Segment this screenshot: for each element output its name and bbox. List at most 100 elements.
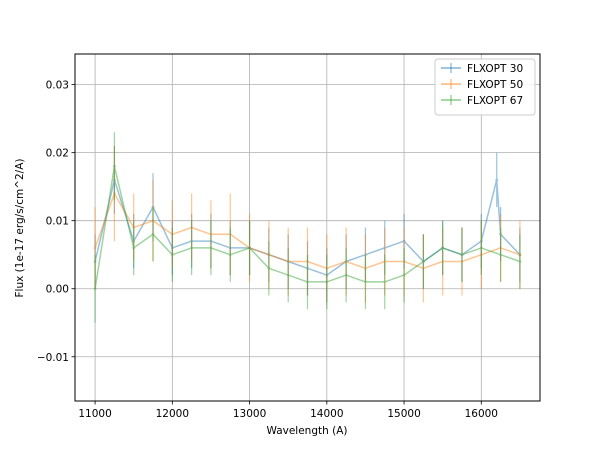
legend-item: FLXOPT 50 — [441, 79, 523, 91]
data-point — [441, 246, 445, 250]
data-point — [209, 239, 213, 243]
series-layer — [93, 132, 522, 323]
y-tick-label: 0.02 — [46, 148, 69, 160]
data-point — [93, 260, 97, 263]
data-point — [286, 273, 290, 277]
data-point — [460, 253, 464, 257]
data-point — [209, 246, 213, 250]
data-point — [460, 260, 464, 263]
data-point — [499, 253, 503, 257]
data-point — [421, 260, 425, 263]
data-point — [190, 246, 194, 250]
data-point — [132, 246, 136, 250]
data-point — [93, 287, 97, 291]
data-point — [248, 246, 251, 250]
data-point — [170, 232, 174, 236]
series-line — [94, 165, 521, 289]
series-line — [94, 192, 521, 270]
legend-label: FLXOPT 67 — [467, 95, 523, 107]
data-point — [151, 232, 155, 236]
data-point — [325, 273, 329, 277]
x-tick-label: 16000 — [465, 408, 498, 420]
legend-label: FLXOPT 30 — [467, 63, 523, 75]
data-point — [93, 246, 97, 250]
data-point — [441, 260, 445, 263]
y-tick-label: 0.01 — [46, 216, 69, 228]
data-point — [190, 239, 194, 243]
data-point — [383, 280, 387, 284]
y-axis-label: Flux (1e-17 erg/s/cm^2/A) — [14, 159, 26, 298]
data-point — [112, 178, 116, 182]
data-point — [151, 205, 155, 209]
data-point — [228, 232, 232, 236]
x-axis-label: Wavelength (A) — [266, 425, 347, 437]
data-point — [344, 273, 348, 277]
data-point — [402, 260, 406, 263]
data-point — [344, 260, 348, 263]
data-point — [364, 280, 367, 284]
series-line — [94, 179, 521, 276]
legend-label: FLXOPT 50 — [467, 79, 523, 91]
data-point — [479, 246, 483, 250]
data-point — [383, 260, 387, 263]
data-point — [170, 246, 174, 250]
data-point — [402, 273, 406, 277]
data-point — [306, 266, 309, 270]
data-point — [460, 253, 464, 257]
data-point — [364, 266, 367, 270]
data-point — [286, 260, 290, 263]
data-point — [267, 266, 271, 270]
data-point — [228, 246, 232, 250]
data-point — [132, 226, 136, 229]
data-point — [499, 246, 503, 250]
data-point — [248, 246, 251, 250]
y-tick-label: 0.00 — [46, 284, 69, 296]
data-point — [479, 253, 483, 257]
legend: FLXOPT 30 FLXOPT 50 FLXOPT 67 — [434, 58, 536, 116]
data-point — [267, 253, 271, 257]
plot-frame — [74, 53, 541, 402]
data-point — [518, 253, 522, 257]
data-point — [344, 260, 348, 263]
data-point — [112, 164, 116, 168]
data-point — [112, 192, 116, 195]
x-tick-label: 13000 — [233, 408, 266, 420]
data-point — [170, 253, 174, 257]
data-point — [518, 260, 522, 263]
x-tick-label: 12000 — [156, 408, 189, 420]
data-point — [518, 253, 522, 257]
data-point — [383, 246, 387, 250]
series-2 — [93, 145, 522, 303]
data-point — [325, 280, 329, 284]
ticks: 11000 12000 13000 14000 15000 16000 −0.01 0.00 0… — [37, 80, 498, 420]
data-point — [306, 260, 309, 263]
data-point — [479, 239, 483, 243]
data-point — [364, 253, 367, 257]
data-point — [209, 232, 213, 236]
data-point — [151, 219, 155, 223]
series-3 — [93, 132, 522, 323]
data-point — [441, 246, 445, 250]
data-point — [132, 239, 136, 243]
data-point — [325, 266, 329, 270]
x-tick-label: 14000 — [310, 408, 343, 420]
data-point — [421, 260, 425, 263]
data-point — [402, 239, 406, 243]
data-point — [499, 232, 503, 236]
data-point — [248, 246, 251, 250]
legend-box — [434, 58, 536, 116]
x-tick-label: 11000 — [78, 408, 111, 420]
data-point — [228, 253, 232, 257]
y-tick-label: −0.01 — [37, 352, 69, 364]
legend-item: FLXOPT 67 — [441, 95, 523, 107]
y-tick-label: 0.03 — [46, 80, 69, 92]
x-tick-label: 15000 — [387, 408, 420, 420]
data-point — [190, 226, 194, 229]
data-point — [286, 260, 290, 263]
legend-item: FLXOPT 30 — [441, 63, 523, 75]
data-point — [421, 266, 425, 270]
data-point — [306, 280, 309, 284]
series-1 — [93, 145, 522, 303]
data-point — [267, 253, 271, 257]
